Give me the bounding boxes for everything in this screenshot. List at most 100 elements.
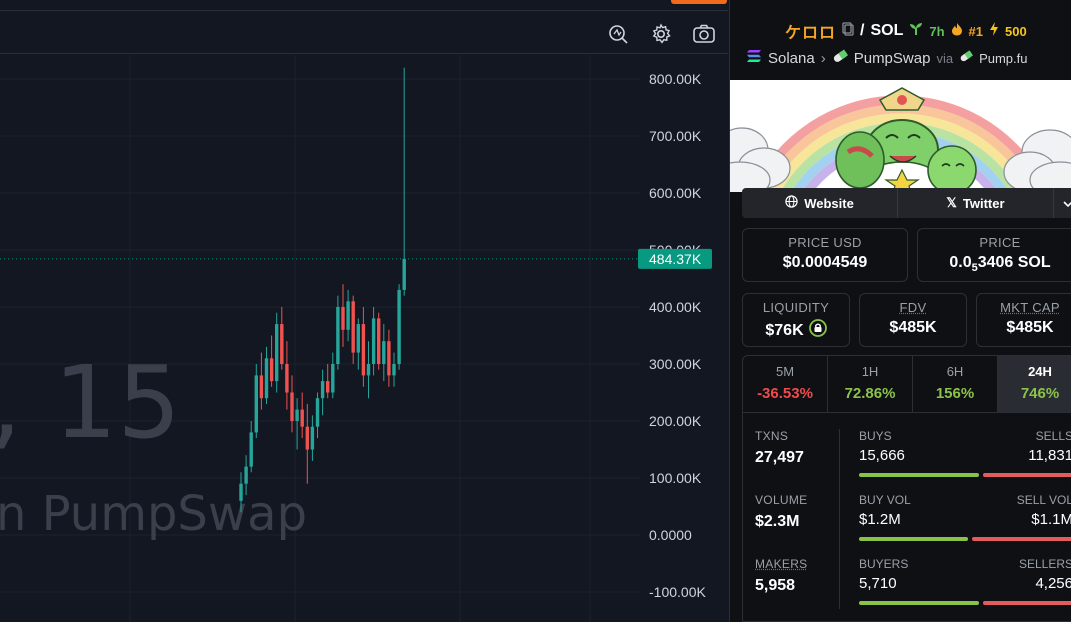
candle-body	[392, 364, 396, 376]
price-native-label: PRICE	[979, 235, 1021, 250]
stats-divider	[839, 429, 840, 609]
twitter-label: Twitter	[962, 195, 1005, 211]
y-axis-tick-label: -100.00K	[649, 584, 706, 600]
sells-bar	[982, 473, 1071, 477]
y-axis-tick-label: 300.00K	[649, 356, 702, 372]
period-label: 5M	[775, 364, 795, 379]
period-change: 72.86%	[844, 385, 896, 402]
makers-value: 5,958	[755, 577, 796, 594]
last-price-label: 484.37K	[649, 251, 702, 267]
candle-body	[356, 324, 360, 353]
candle-body	[254, 375, 258, 433]
y-axis-tick-label: 800.00K	[649, 71, 702, 87]
buy-vol-value: $1.2M	[859, 511, 901, 528]
active-tab-indicator	[671, 0, 727, 4]
solana-icon	[746, 49, 762, 67]
candle-body	[259, 375, 264, 399]
pumpswap-icon	[832, 48, 848, 68]
breadcrumb: Solana › PumpSwap via Pump.fu	[746, 48, 1027, 68]
chart-toolbar	[0, 10, 728, 54]
candle-body	[361, 324, 366, 376]
lock-icon[interactable]	[808, 319, 827, 342]
watermark-interval: , 15	[0, 344, 181, 461]
trending-rank[interactable]: #1	[968, 23, 983, 39]
camera-icon[interactable]	[691, 21, 717, 47]
y-axis-tick-label: 0.0000	[649, 527, 692, 543]
price-chart-pane[interactable]: , 15 n PumpSwap 800.00K700.00K600.00K500…	[0, 0, 728, 622]
candle-body	[239, 483, 243, 501]
pair-separator: /	[860, 22, 865, 39]
pumpfun-icon	[959, 49, 974, 67]
sells-value: 11,831	[1028, 447, 1071, 464]
boost-count[interactable]: 500	[1005, 23, 1027, 39]
candle-body	[366, 364, 371, 376]
copy-icon[interactable]	[842, 21, 854, 41]
buy-vol-bar	[859, 537, 969, 541]
volume-stat: VOLUME $2.3M	[755, 493, 807, 531]
sprout-icon	[909, 22, 923, 41]
pair-age: 7h	[929, 23, 945, 39]
candle-body	[300, 409, 304, 427]
txns-stat: TXNS 27,497	[755, 429, 804, 467]
market-cap-value: $485K	[1006, 319, 1054, 336]
price-usd-value: $0.0004549	[782, 254, 868, 271]
buyers-sellers-stat: BUYERS SELLERS 5,710 4,256	[859, 557, 1071, 613]
tab-6h[interactable]: 6H 156%	[913, 356, 998, 412]
sell-vol-label: SELL VOL	[1016, 493, 1071, 507]
website-label: Website	[804, 195, 854, 211]
sellers-label: SELLERS	[1018, 557, 1071, 571]
volume-value: $2.3M	[755, 513, 800, 530]
candle-body	[331, 364, 335, 393]
buy-vol-label: BUY VOL	[859, 493, 911, 507]
price-native-box: PRICE 0.053406 SOL	[917, 228, 1071, 282]
chevron-right-icon: ›	[820, 49, 826, 67]
dex-name[interactable]: PumpSwap	[853, 49, 931, 67]
fdv-label: FDV	[899, 300, 927, 315]
y-axis-tick-label: 400.00K	[649, 299, 702, 315]
makers-stat: MAKERS 5,958	[755, 557, 807, 595]
quote-symbol: SOL	[870, 22, 904, 39]
website-button[interactable]: Website	[742, 188, 898, 218]
buys-bar	[859, 473, 979, 477]
period-change: 156%	[935, 385, 975, 402]
candle-body	[310, 426, 315, 450]
settings-gear-icon[interactable]	[648, 21, 674, 47]
candle-body	[275, 324, 279, 382]
period-label: 1H	[861, 364, 879, 379]
candle-body	[285, 364, 289, 393]
buyers-label: BUYERS	[859, 557, 909, 571]
candle-body	[305, 426, 309, 450]
watermark-dex: n PumpSwap	[0, 486, 307, 542]
market-cap-box: MKT CAP $485K	[976, 293, 1071, 347]
candle-body	[336, 307, 340, 364]
candle-body	[295, 409, 299, 421]
buys-sells-stat: BUYS SELLS 15,666 11,831	[859, 429, 1071, 485]
candle-body	[264, 358, 269, 399]
candle-body	[320, 381, 325, 399]
token-banner-image	[730, 80, 1071, 192]
twitter-button[interactable]: 𝕏 Twitter	[898, 188, 1054, 218]
x-logo-icon: 𝕏	[946, 195, 957, 210]
tab-5m[interactable]: 5M -36.53%	[743, 356, 828, 412]
y-axis-tick-label: 700.00K	[649, 128, 702, 144]
market-cap-label: MKT CAP	[1000, 300, 1060, 315]
candle-body	[382, 341, 386, 364]
more-links-button[interactable]	[1054, 188, 1071, 218]
y-axis-tick-label: 200.00K	[649, 413, 702, 429]
chain-name[interactable]: Solana	[768, 49, 815, 67]
via-label: via	[936, 50, 954, 66]
tab-24h[interactable]: 24H 746%	[998, 356, 1071, 412]
tab-1h[interactable]: 1H 72.86%	[828, 356, 913, 412]
candle-body	[280, 324, 284, 364]
candlestick-chart[interactable]: , 15 n PumpSwap 800.00K700.00K600.00K500…	[0, 55, 728, 622]
price-native-zeros: 5	[971, 262, 978, 275]
candle-body	[371, 318, 376, 364]
launchpad-name[interactable]: Pump.fu	[979, 50, 1028, 66]
indicator-search-icon[interactable]	[605, 21, 631, 47]
candle-body	[326, 381, 330, 393]
sells-label: SELLS	[1035, 429, 1071, 443]
candle-body	[315, 398, 320, 427]
token-info-panel: ケロロ / SOL 7h #1 500 Solana ›	[729, 0, 1071, 622]
sell-vol-bar	[972, 537, 1071, 541]
